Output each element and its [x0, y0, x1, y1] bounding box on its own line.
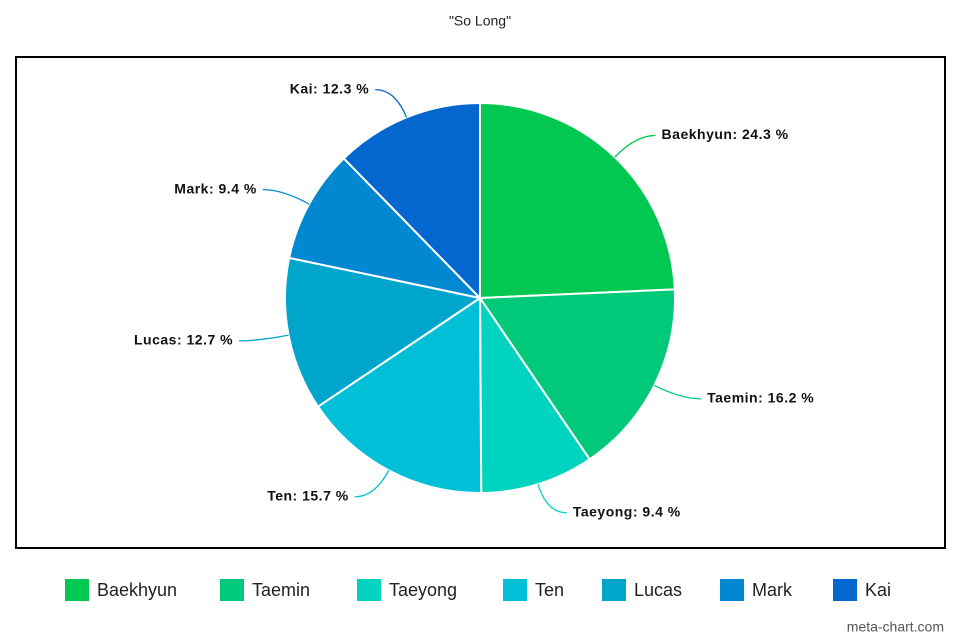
leader-line [375, 88, 408, 118]
plot-frame [15, 56, 946, 549]
pie-slice [342, 101, 481, 301]
pie-slice [316, 296, 483, 494]
data-label: Baekhyun: 24.3 % [662, 126, 789, 142]
pie-slice [478, 288, 676, 461]
data-label: Mark: 9.4 % [174, 180, 257, 196]
data-label: Kai: 12.3 % [290, 80, 369, 96]
legend-label: Ten [535, 580, 564, 600]
legend-label: Lucas [634, 580, 682, 600]
leader-line [654, 384, 702, 400]
legend-swatch [833, 579, 857, 601]
pie-slice [478, 294, 591, 495]
legend-label: Mark [752, 580, 793, 600]
pie-slice [287, 156, 484, 300]
legend-swatch [602, 579, 626, 601]
legend-label: Taeyong [389, 580, 457, 600]
pie-slice [479, 101, 676, 300]
pie-slice [284, 256, 483, 408]
data-label: Taeyong: 9.4 % [573, 504, 681, 520]
leader-line [262, 188, 310, 205]
legend-swatch [503, 579, 527, 601]
legend-label: Kai [865, 580, 891, 600]
legend-swatch [357, 579, 381, 601]
watermark: meta-chart.com [847, 619, 944, 635]
data-label: Ten: 15.7 % [267, 488, 349, 504]
leader-line [239, 334, 289, 342]
legend-swatch [220, 579, 244, 601]
chart-title: "So Long" [449, 13, 511, 29]
legend-swatch [720, 579, 744, 601]
leader-line [537, 484, 567, 514]
legend-label: Baekhyun [97, 580, 177, 600]
leader-line [614, 134, 656, 158]
data-label: Lucas: 12.7 % [134, 332, 233, 348]
data-label: Taemin: 16.2 % [707, 390, 814, 406]
legend-label: Taemin [252, 580, 310, 600]
legend-swatch [65, 579, 89, 601]
leader-line [354, 470, 390, 498]
